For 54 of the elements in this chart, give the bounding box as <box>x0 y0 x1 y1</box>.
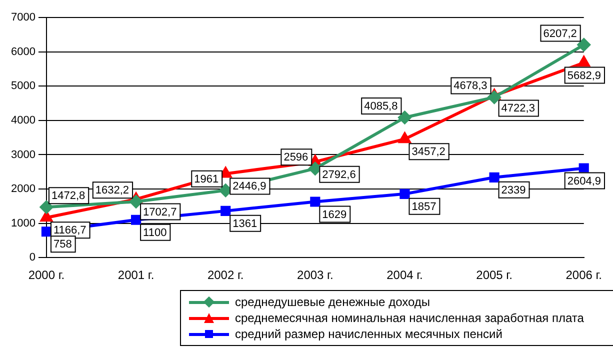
point <box>398 132 411 144</box>
data-label: 1632,2 <box>95 184 130 197</box>
point <box>489 172 500 182</box>
data-label: 1100 <box>143 226 167 239</box>
legend-label: среднемесячная номинальная начисленная заработная плата <box>235 311 584 325</box>
legend-label: среднедушевые денежные доходы <box>235 295 430 309</box>
data-label: 5682,9 <box>567 70 602 82</box>
x-tick-label: 2003 г. <box>297 268 334 282</box>
point <box>578 163 589 174</box>
data-label: 1857 <box>412 200 436 213</box>
data-label: 2446,9 <box>232 180 266 193</box>
data-label: 1702,7 <box>143 206 177 218</box>
data-label: 3457,2 <box>412 146 446 158</box>
point <box>40 200 53 214</box>
x-tick-label: 2000 г. <box>28 268 65 282</box>
data-label: 1961 <box>194 173 219 186</box>
point <box>130 195 143 208</box>
data-label: 2792,6 <box>322 168 356 181</box>
data-label: 1166,7 <box>53 224 86 237</box>
data-label: 758 <box>53 238 72 251</box>
data-label: 1472,8 <box>51 190 86 202</box>
x-tick-label: 2004 г. <box>386 268 423 282</box>
data-label: 2596 <box>284 152 308 164</box>
y-tick-label: 7000 <box>10 12 36 24</box>
x-tick-label: 2006 г. <box>566 268 602 282</box>
point <box>40 211 52 222</box>
data-label: 6207,2 <box>543 28 577 40</box>
data-label: 2604,9 <box>567 175 602 188</box>
x-tick-label: 2002 г. <box>207 268 244 282</box>
data-label: 1629 <box>322 208 347 221</box>
point <box>488 90 501 104</box>
legend-label: средний размер начисленных месячных пенсий <box>235 327 502 341</box>
data-label: 2339 <box>501 184 526 196</box>
data-label: 4678,3 <box>454 80 488 92</box>
point <box>400 188 410 199</box>
point <box>398 111 412 124</box>
point <box>131 214 142 225</box>
point <box>220 206 231 216</box>
point <box>310 196 320 207</box>
data-label: 4722,3 <box>501 102 535 115</box>
y-tick-label: 5000 <box>10 80 36 92</box>
x-tick-label: 2001 г. <box>118 268 154 282</box>
data-label: 4085,8 <box>364 100 398 113</box>
data-label: 1361 <box>232 218 258 230</box>
y-tick-label: 4000 <box>10 114 36 126</box>
y-tick-label: 6000 <box>10 46 36 58</box>
point <box>577 38 590 52</box>
x-tick-label: 2005 г. <box>476 268 512 282</box>
point <box>578 56 590 67</box>
y-tick-label: 2000 <box>10 183 36 196</box>
point <box>41 226 52 237</box>
y-tick-label: 1000 <box>10 217 36 230</box>
y-tick-label: 3000 <box>10 148 36 161</box>
y-tick-label: 0 <box>29 252 36 264</box>
